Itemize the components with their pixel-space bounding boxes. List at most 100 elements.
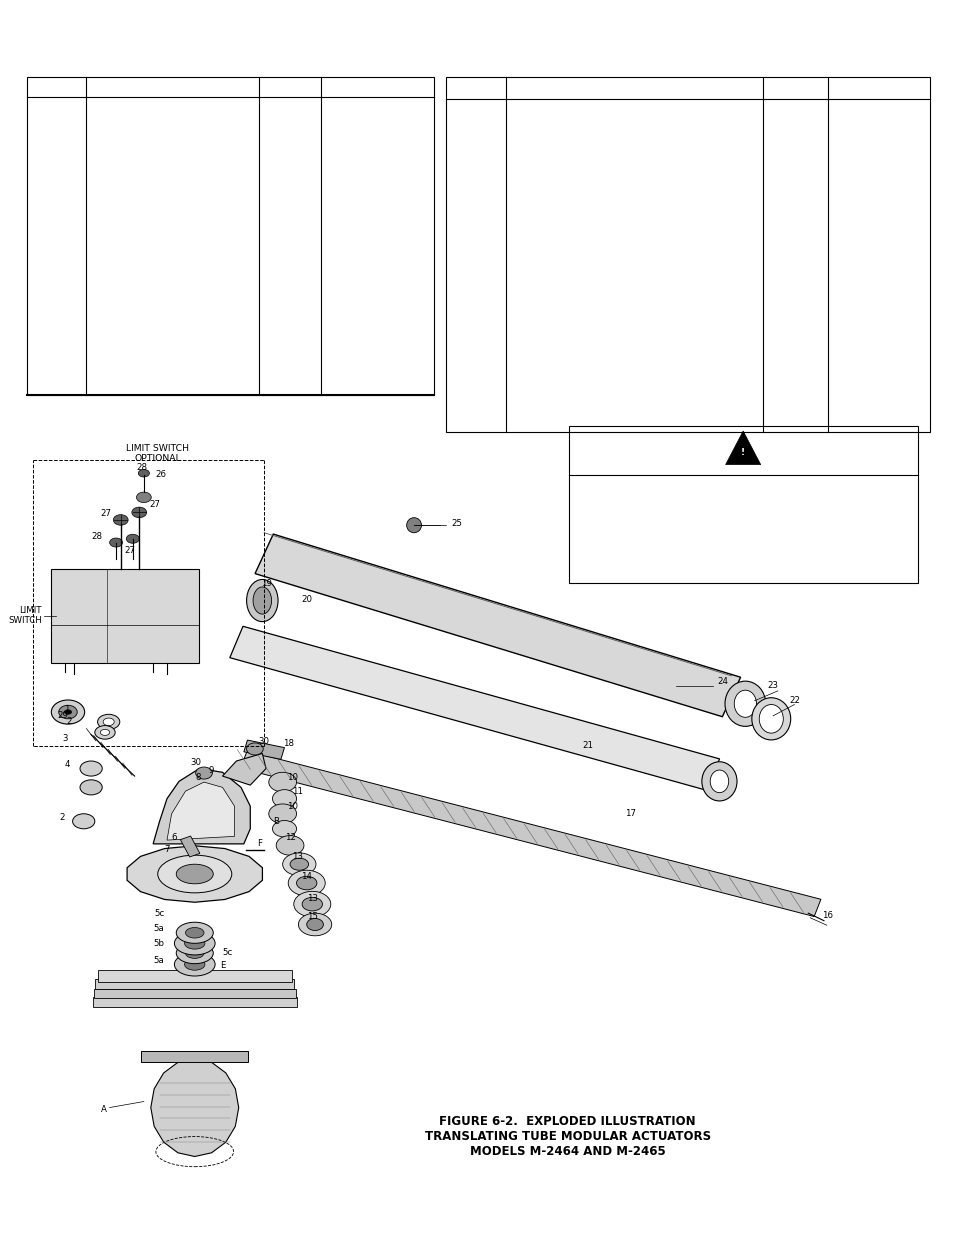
Text: 29: 29 — [57, 711, 68, 720]
Ellipse shape — [751, 698, 790, 740]
Polygon shape — [240, 751, 820, 916]
Ellipse shape — [80, 761, 102, 776]
Text: 27: 27 — [124, 546, 135, 555]
Ellipse shape — [709, 771, 728, 793]
Text: 2: 2 — [66, 718, 71, 726]
Text: 23: 23 — [767, 682, 778, 690]
Text: 3: 3 — [62, 734, 68, 743]
Ellipse shape — [294, 892, 331, 916]
Text: FIGURE 6-2.  EXPLODED ILLUSTRATION
TRANSLATING TUBE MODULAR ACTUATORS
MODELS M-2: FIGURE 6-2. EXPLODED ILLUSTRATION TRANSL… — [424, 1115, 710, 1157]
Ellipse shape — [176, 923, 213, 944]
Ellipse shape — [132, 508, 147, 517]
Ellipse shape — [269, 804, 296, 824]
Ellipse shape — [51, 700, 85, 724]
Ellipse shape — [100, 730, 110, 735]
Text: 21: 21 — [582, 741, 593, 751]
Ellipse shape — [253, 587, 272, 614]
Ellipse shape — [185, 927, 204, 939]
Bar — [51, 569, 199, 663]
Bar — [568, 426, 917, 583]
Text: 30: 30 — [190, 758, 201, 767]
Text: 28: 28 — [91, 532, 102, 541]
Polygon shape — [92, 997, 296, 1008]
Polygon shape — [93, 988, 295, 998]
Text: B: B — [274, 816, 279, 826]
Ellipse shape — [273, 789, 296, 808]
Polygon shape — [167, 782, 234, 840]
Ellipse shape — [276, 836, 304, 855]
Ellipse shape — [290, 858, 308, 871]
Ellipse shape — [97, 714, 120, 730]
Text: 13: 13 — [307, 894, 317, 903]
Text: E: E — [219, 961, 225, 971]
Text: 9: 9 — [209, 766, 213, 774]
Text: A: A — [101, 1104, 107, 1114]
Text: 10: 10 — [287, 773, 298, 782]
Ellipse shape — [701, 762, 737, 802]
Polygon shape — [127, 846, 262, 903]
Polygon shape — [152, 768, 250, 844]
Polygon shape — [97, 969, 292, 982]
Text: 12: 12 — [285, 834, 296, 842]
Polygon shape — [725, 431, 760, 464]
Text: 8: 8 — [195, 773, 201, 782]
Text: 10: 10 — [287, 802, 298, 810]
Polygon shape — [230, 626, 719, 790]
Ellipse shape — [174, 953, 214, 976]
Ellipse shape — [184, 958, 205, 971]
Polygon shape — [180, 836, 199, 857]
Text: 22: 22 — [788, 697, 799, 705]
Ellipse shape — [734, 690, 756, 718]
Ellipse shape — [64, 710, 71, 714]
Ellipse shape — [110, 538, 122, 547]
Ellipse shape — [59, 705, 77, 719]
Text: 5a: 5a — [153, 924, 164, 932]
Text: 20: 20 — [301, 594, 312, 604]
Text: 5a: 5a — [153, 956, 164, 965]
Bar — [27, 77, 434, 395]
Text: 1: 1 — [64, 705, 70, 714]
Ellipse shape — [298, 913, 332, 936]
Text: 11: 11 — [292, 787, 303, 795]
Ellipse shape — [246, 743, 263, 755]
Text: 24: 24 — [717, 678, 728, 687]
Text: 17: 17 — [624, 809, 636, 819]
Text: 5b: 5b — [153, 939, 164, 947]
Ellipse shape — [176, 942, 213, 963]
Ellipse shape — [184, 937, 205, 950]
Polygon shape — [141, 1051, 248, 1062]
Text: 28: 28 — [136, 463, 148, 472]
Text: 4: 4 — [64, 761, 70, 769]
Ellipse shape — [157, 855, 232, 893]
Ellipse shape — [126, 535, 139, 543]
Ellipse shape — [302, 898, 322, 911]
Text: 18: 18 — [282, 740, 294, 748]
Ellipse shape — [759, 704, 782, 734]
Ellipse shape — [195, 767, 213, 779]
Ellipse shape — [273, 820, 296, 837]
Polygon shape — [244, 740, 284, 760]
Bar — [446, 77, 929, 432]
Ellipse shape — [94, 726, 115, 740]
Text: 25: 25 — [451, 519, 461, 529]
Ellipse shape — [174, 931, 214, 955]
Ellipse shape — [136, 492, 152, 503]
Text: 13: 13 — [292, 852, 303, 861]
Text: F: F — [256, 840, 261, 848]
Ellipse shape — [288, 871, 325, 895]
Text: 2: 2 — [60, 813, 65, 823]
Ellipse shape — [296, 877, 316, 890]
Ellipse shape — [72, 814, 94, 829]
Ellipse shape — [269, 772, 296, 792]
Text: 26: 26 — [154, 471, 166, 479]
Ellipse shape — [113, 515, 128, 525]
Ellipse shape — [246, 579, 277, 621]
Text: 19: 19 — [260, 579, 272, 588]
Polygon shape — [222, 753, 266, 785]
Polygon shape — [95, 978, 294, 989]
Text: 14: 14 — [301, 872, 312, 881]
Ellipse shape — [282, 853, 315, 876]
Ellipse shape — [185, 947, 204, 958]
Text: 27: 27 — [100, 509, 112, 519]
Text: 6: 6 — [172, 834, 177, 842]
